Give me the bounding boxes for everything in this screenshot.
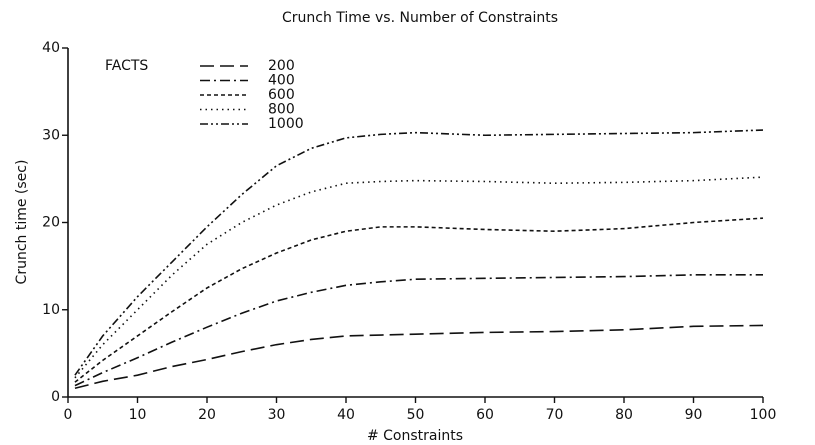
y-tick-label: 10	[42, 302, 60, 318]
x-tick-label: 70	[546, 407, 564, 423]
x-tick-label: 10	[129, 407, 147, 423]
x-tick-label: 30	[268, 407, 286, 423]
series-line	[74, 274, 763, 387]
legend-label: 600	[268, 87, 295, 103]
series-line	[74, 176, 764, 379]
legend-label: 200	[268, 58, 295, 74]
y-tick-label: 30	[42, 127, 60, 143]
y-axis-label: Crunch time (sec)	[14, 160, 30, 285]
x-tick-label: 20	[198, 407, 216, 423]
series-line	[74, 324, 764, 390]
x-tick-label: 80	[615, 407, 633, 423]
x-tick-label: 100	[750, 407, 777, 423]
series-line	[74, 217, 764, 383]
series-line	[74, 129, 764, 376]
legend-label: 400	[268, 73, 295, 89]
legend-label: 1000	[268, 116, 304, 132]
y-tick-label: 20	[42, 215, 60, 231]
y-tick-label: 0	[51, 389, 60, 405]
y-tick-label: 40	[42, 40, 60, 56]
x-tick-label: 60	[476, 407, 494, 423]
legend-label: 800	[268, 102, 295, 118]
x-tick-label: 40	[337, 407, 355, 423]
chart-title: Crunch Time vs. Number of Constraints	[282, 10, 558, 26]
x-tick-label: 90	[685, 407, 703, 423]
legend-title: FACTS	[105, 58, 148, 74]
x-axis-label: # Constraints	[367, 428, 463, 444]
x-tick-label: 50	[407, 407, 425, 423]
x-tick-label: 0	[64, 407, 73, 423]
